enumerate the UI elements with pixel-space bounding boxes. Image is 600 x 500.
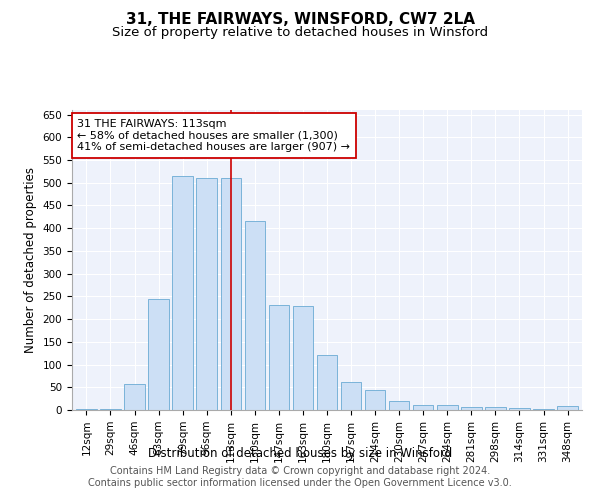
Bar bbox=[124, 384, 145, 410]
Bar bbox=[437, 406, 458, 410]
Bar bbox=[172, 176, 193, 410]
Text: Distribution of detached houses by size in Winsford: Distribution of detached houses by size … bbox=[148, 448, 452, 460]
Bar bbox=[293, 306, 313, 410]
Bar bbox=[557, 406, 578, 410]
Text: Contains HM Land Registry data © Crown copyright and database right 2024.
Contai: Contains HM Land Registry data © Crown c… bbox=[88, 466, 512, 487]
Bar bbox=[148, 298, 169, 410]
Bar bbox=[245, 222, 265, 410]
Bar bbox=[365, 390, 385, 410]
Bar bbox=[317, 356, 337, 410]
Bar bbox=[100, 409, 121, 410]
Text: 31, THE FAIRWAYS, WINSFORD, CW7 2LA: 31, THE FAIRWAYS, WINSFORD, CW7 2LA bbox=[125, 12, 475, 28]
Text: Size of property relative to detached houses in Winsford: Size of property relative to detached ho… bbox=[112, 26, 488, 39]
Bar bbox=[76, 409, 97, 410]
Bar bbox=[341, 382, 361, 410]
Bar bbox=[509, 408, 530, 410]
Bar bbox=[533, 409, 554, 410]
Bar bbox=[485, 407, 506, 410]
Bar bbox=[221, 178, 241, 410]
Text: 31 THE FAIRWAYS: 113sqm
← 58% of detached houses are smaller (1,300)
41% of semi: 31 THE FAIRWAYS: 113sqm ← 58% of detache… bbox=[77, 119, 350, 152]
Bar bbox=[413, 405, 433, 410]
Bar bbox=[389, 401, 409, 410]
Bar bbox=[269, 306, 289, 410]
Y-axis label: Number of detached properties: Number of detached properties bbox=[24, 167, 37, 353]
Bar bbox=[461, 407, 482, 410]
Bar bbox=[196, 178, 217, 410]
